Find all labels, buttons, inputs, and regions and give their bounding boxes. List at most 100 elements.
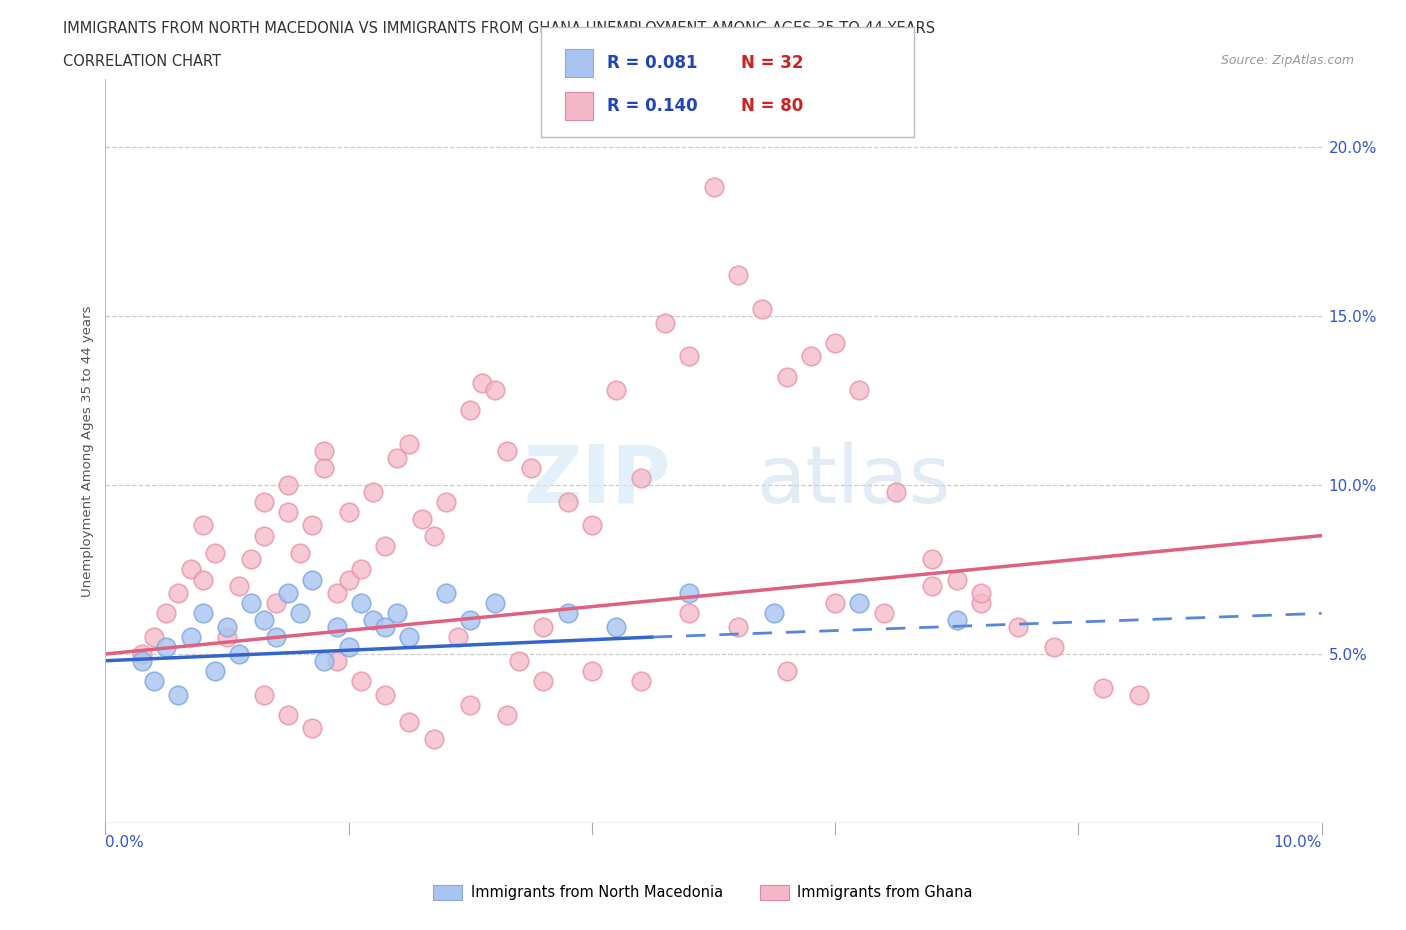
Point xyxy=(314,653,336,668)
Point xyxy=(447,630,470,644)
Text: R = 0.140: R = 0.140 xyxy=(607,97,697,115)
Point xyxy=(1007,619,1029,634)
Point xyxy=(361,485,384,499)
Point xyxy=(423,528,446,543)
Point xyxy=(398,714,420,729)
Point xyxy=(277,708,299,723)
Point xyxy=(848,383,870,398)
Point xyxy=(217,619,239,634)
Point xyxy=(520,460,543,475)
Point xyxy=(325,653,347,668)
Point xyxy=(1128,687,1150,702)
Point xyxy=(180,630,202,644)
Point xyxy=(495,444,517,458)
Point xyxy=(945,572,967,587)
Text: CORRELATION CHART: CORRELATION CHART xyxy=(63,54,221,69)
Point xyxy=(240,551,263,566)
Point xyxy=(434,495,457,510)
Legend: Immigrants from North Macedonia, Immigrants from Ghana: Immigrants from North Macedonia, Immigra… xyxy=(427,879,979,906)
Point xyxy=(678,349,700,364)
Point xyxy=(288,606,311,621)
Point xyxy=(167,687,190,702)
Point xyxy=(727,619,749,634)
Point xyxy=(228,578,250,593)
Point xyxy=(945,613,967,628)
Text: N = 80: N = 80 xyxy=(741,97,803,115)
Point xyxy=(531,673,554,688)
Point xyxy=(702,179,725,194)
Point xyxy=(387,450,409,465)
Point xyxy=(678,606,700,621)
Point xyxy=(848,596,870,611)
Point xyxy=(824,596,846,611)
Point xyxy=(775,369,797,384)
Point xyxy=(143,673,166,688)
Point xyxy=(143,630,166,644)
Point xyxy=(654,315,676,330)
Point xyxy=(337,504,360,519)
Point xyxy=(751,301,773,316)
Point xyxy=(605,383,627,398)
Point xyxy=(204,545,226,560)
Point xyxy=(557,606,579,621)
Point xyxy=(301,721,323,736)
Point xyxy=(314,460,336,475)
Point xyxy=(204,663,226,678)
Y-axis label: Unemployment Among Ages 35 to 44 years: Unemployment Among Ages 35 to 44 years xyxy=(82,305,94,597)
Point xyxy=(531,619,554,634)
Point xyxy=(387,606,409,621)
Point xyxy=(314,444,336,458)
Point xyxy=(277,477,299,492)
Point xyxy=(361,613,384,628)
Point xyxy=(775,663,797,678)
Point xyxy=(191,518,214,533)
Text: Source: ZipAtlas.com: Source: ZipAtlas.com xyxy=(1220,54,1354,67)
Point xyxy=(678,586,700,601)
Point xyxy=(350,673,373,688)
Point xyxy=(337,572,360,587)
Point xyxy=(288,545,311,560)
Point xyxy=(727,268,749,283)
Point xyxy=(458,403,481,418)
Point xyxy=(423,731,446,746)
Point xyxy=(873,606,896,621)
Point xyxy=(921,578,943,593)
Point xyxy=(484,596,506,611)
Text: N = 32: N = 32 xyxy=(741,54,803,72)
Point xyxy=(167,586,190,601)
Point xyxy=(191,572,214,587)
Point xyxy=(374,619,396,634)
Point xyxy=(252,528,274,543)
Text: ZIP: ZIP xyxy=(523,442,671,520)
Point xyxy=(458,698,481,712)
Point xyxy=(277,586,299,601)
Text: 10.0%: 10.0% xyxy=(1274,835,1322,850)
Point xyxy=(277,504,299,519)
Text: IMMIGRANTS FROM NORTH MACEDONIA VS IMMIGRANTS FROM GHANA UNEMPLOYMENT AMONG AGES: IMMIGRANTS FROM NORTH MACEDONIA VS IMMIG… xyxy=(63,21,935,36)
Point xyxy=(411,512,433,526)
Text: atlas: atlas xyxy=(756,442,950,520)
Point xyxy=(155,606,177,621)
Point xyxy=(458,613,481,628)
Point xyxy=(374,538,396,553)
Point xyxy=(180,562,202,577)
Point xyxy=(325,586,347,601)
Point xyxy=(970,586,993,601)
Point xyxy=(970,596,993,611)
Point xyxy=(131,653,153,668)
Point xyxy=(824,336,846,351)
Point xyxy=(350,596,373,611)
Point xyxy=(800,349,823,364)
Point xyxy=(581,518,603,533)
Text: R = 0.081: R = 0.081 xyxy=(607,54,697,72)
Point xyxy=(217,630,239,644)
Text: 0.0%: 0.0% xyxy=(105,835,145,850)
Point xyxy=(398,437,420,452)
Point xyxy=(155,640,177,655)
Point xyxy=(508,653,530,668)
Point xyxy=(191,606,214,621)
Point xyxy=(630,471,652,485)
Point xyxy=(398,630,420,644)
Point xyxy=(228,646,250,661)
Point xyxy=(1043,640,1066,655)
